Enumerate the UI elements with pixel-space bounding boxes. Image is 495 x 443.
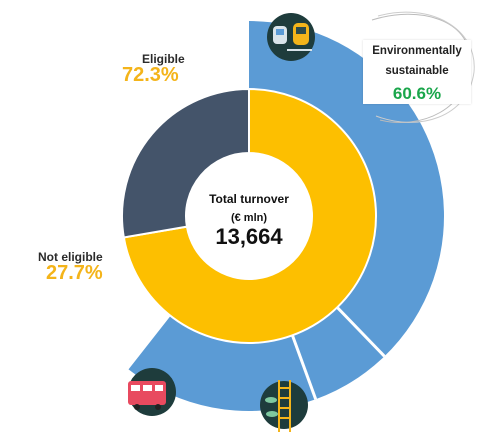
outer-ring-divider-2: [291, 334, 318, 400]
not-eligible-percentage: 27.7%: [46, 262, 103, 284]
train-icon: [267, 13, 315, 61]
donut-center-label: Total turnover (€ mln) 13,664: [193, 192, 305, 250]
not-eligible-label: Not eligible: [38, 250, 103, 264]
currency-unit-label: (€ mln): [230, 212, 268, 224]
sustainable-percentage: 60.6%: [392, 84, 442, 103]
outer-ring: [128, 21, 445, 411]
total-turnover-label: Total turnover: [209, 192, 289, 206]
sustainable-callout: Environmentally sustainable 60.6%: [363, 40, 471, 104]
icon-layer: [128, 13, 315, 432]
bus-icon: [128, 368, 176, 416]
donut-center-hole: [186, 153, 312, 279]
ladder-plant-icon: [260, 380, 308, 432]
eligible-percentage: 72.3%: [122, 64, 179, 86]
eligible-label: Eligible: [142, 52, 185, 66]
total-turnover-value: 13,664: [215, 224, 283, 249]
outer-ring-divider-1: [336, 306, 386, 358]
outer-slice-environmentally-sustainable: [128, 21, 445, 411]
sustainable-label-line1: Environmentally: [372, 45, 462, 57]
sustainable-label-line2: sustainable: [385, 65, 449, 77]
